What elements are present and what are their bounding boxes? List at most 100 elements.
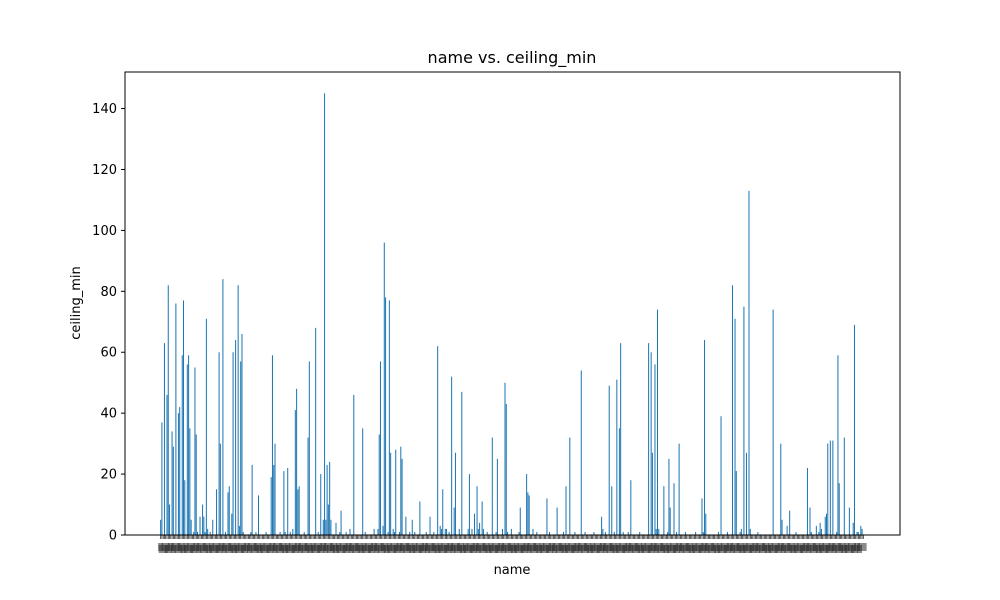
bar <box>818 531 820 535</box>
bar <box>601 516 603 535</box>
bar <box>320 474 322 535</box>
bar <box>325 519 327 535</box>
x-tick-label-glyph <box>803 543 810 551</box>
bar <box>392 528 394 535</box>
bar <box>528 495 530 535</box>
bar <box>167 285 169 535</box>
y-tick-label: 80 <box>100 285 117 300</box>
bar <box>837 355 839 535</box>
bar <box>289 531 291 535</box>
bar <box>795 531 797 535</box>
bar <box>684 531 686 535</box>
x-tick-label-glyph <box>244 543 251 551</box>
y-tick-label: 120 <box>92 163 117 178</box>
bar <box>390 452 392 535</box>
bar <box>296 388 298 535</box>
x-tick-label-glyph <box>663 545 670 553</box>
bar <box>387 531 389 535</box>
bar <box>745 452 747 535</box>
x-tick-label-glyph <box>726 543 733 551</box>
bar <box>216 489 218 535</box>
x-tick-label-glyph <box>549 543 556 551</box>
bar <box>439 525 441 535</box>
bar <box>322 519 324 535</box>
bar <box>327 504 329 535</box>
bar <box>720 416 722 535</box>
bar <box>569 437 571 535</box>
bar <box>181 355 183 535</box>
y-tick-label: 20 <box>100 468 117 483</box>
bar <box>829 440 831 535</box>
bar <box>663 486 665 535</box>
bar <box>655 528 657 535</box>
x-tick-label-glyph <box>857 543 867 551</box>
bar <box>378 434 380 535</box>
bar <box>627 531 629 535</box>
bar <box>527 492 529 535</box>
bar <box>856 531 858 535</box>
bar <box>339 531 341 535</box>
bar <box>593 531 595 535</box>
bar <box>749 528 751 535</box>
bar <box>307 437 309 535</box>
bar <box>171 431 173 535</box>
bar <box>701 498 703 535</box>
bar <box>860 525 862 535</box>
bar <box>279 531 281 535</box>
bar <box>273 464 275 535</box>
bar <box>231 513 233 535</box>
bar <box>780 443 782 535</box>
bar <box>781 519 783 535</box>
x-tick-label-glyph <box>510 545 517 553</box>
bar <box>501 528 503 535</box>
bar <box>251 464 253 535</box>
bar <box>532 528 534 535</box>
bar <box>668 458 670 535</box>
bar <box>824 516 826 535</box>
x-tick-label-glyph <box>498 543 505 551</box>
bar <box>444 528 446 535</box>
bar <box>852 522 854 535</box>
bar <box>861 528 863 535</box>
y-tick-label: 0 <box>109 529 117 544</box>
bar <box>676 531 678 535</box>
bar <box>379 361 381 536</box>
x-tick-label-glyph <box>815 545 822 553</box>
x-tick-label-glyph <box>765 545 772 553</box>
x-tick-label-glyph <box>599 543 606 551</box>
bar <box>425 531 427 535</box>
x-tick-label-glyph <box>841 545 848 553</box>
bar <box>308 361 310 536</box>
bar <box>453 507 455 535</box>
bar <box>204 531 206 535</box>
bar <box>166 394 168 535</box>
x-tick-label-glyph <box>345 543 352 551</box>
x-tick-label-glyph <box>637 545 644 553</box>
bar <box>827 443 829 535</box>
plot-frame <box>124 71 901 536</box>
bar <box>292 528 294 535</box>
bar <box>468 474 470 535</box>
bar <box>819 522 821 535</box>
bar <box>656 309 659 535</box>
bar <box>340 510 342 535</box>
x-tick-label-glyph <box>269 543 276 551</box>
bar <box>429 516 431 535</box>
x-tick-label-glyph <box>371 543 378 551</box>
bar <box>482 528 484 535</box>
bar <box>848 507 850 535</box>
x-ticks-layer <box>158 535 867 553</box>
bar <box>400 446 402 535</box>
bar <box>608 385 610 535</box>
bar <box>442 489 444 535</box>
bar <box>838 483 840 535</box>
bar <box>183 300 185 535</box>
bar <box>505 404 507 535</box>
bar <box>477 528 479 535</box>
bar <box>440 528 442 535</box>
x-tick-label-glyph <box>828 543 835 551</box>
bar <box>717 531 720 535</box>
bar <box>405 516 407 535</box>
bar <box>330 519 332 535</box>
bar <box>196 531 198 535</box>
